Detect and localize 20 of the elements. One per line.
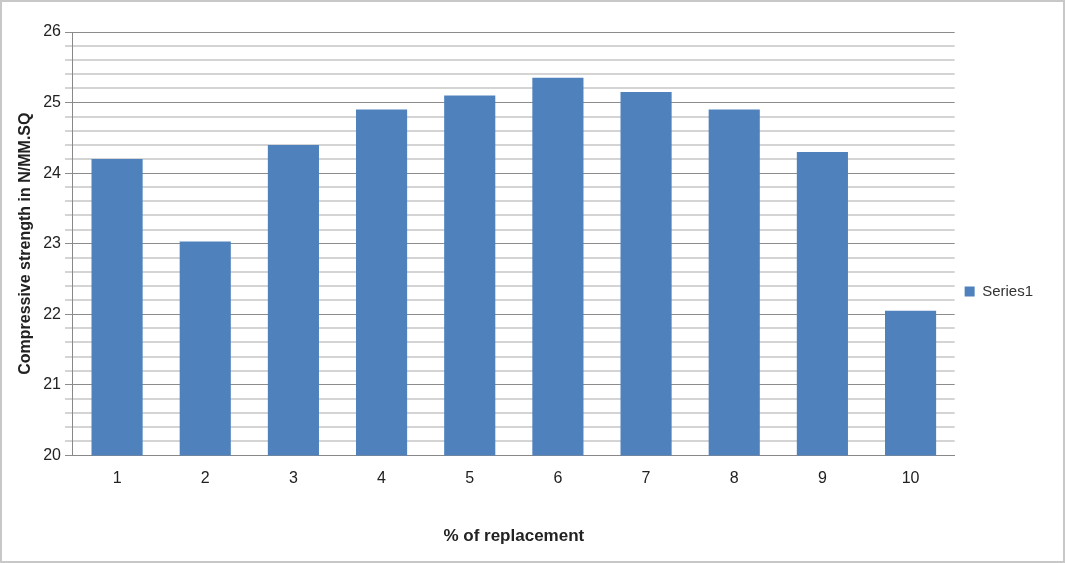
x-tick-label: 5 [465,469,475,487]
y-tick-label: 20 [43,445,62,463]
x-tick-label: 9 [817,469,827,487]
x-tick-label: 8 [729,469,739,487]
y-tick-label: 26 [43,22,62,40]
x-tick-label: 2 [200,469,210,487]
y-axis-title: Compressive strength in N/MM.SQ [16,112,34,375]
x-tick-label: 3 [288,469,298,487]
x-axis-title: % of replacement [443,526,585,546]
legend-label: Series1 [982,281,1033,299]
x-tick-label: 10 [901,469,920,487]
x-tick-label: 1 [112,469,122,487]
y-tick-label: 23 [43,234,62,252]
y-tick-label: 22 [43,304,62,322]
x-tick-label: 4 [377,469,387,487]
x-tick-label: 6 [553,469,563,487]
x-tick-label: 7 [641,469,651,487]
y-tick-label: 25 [43,92,62,110]
y-tick-label: 21 [43,375,62,393]
y-tick-label: 24 [43,163,62,181]
